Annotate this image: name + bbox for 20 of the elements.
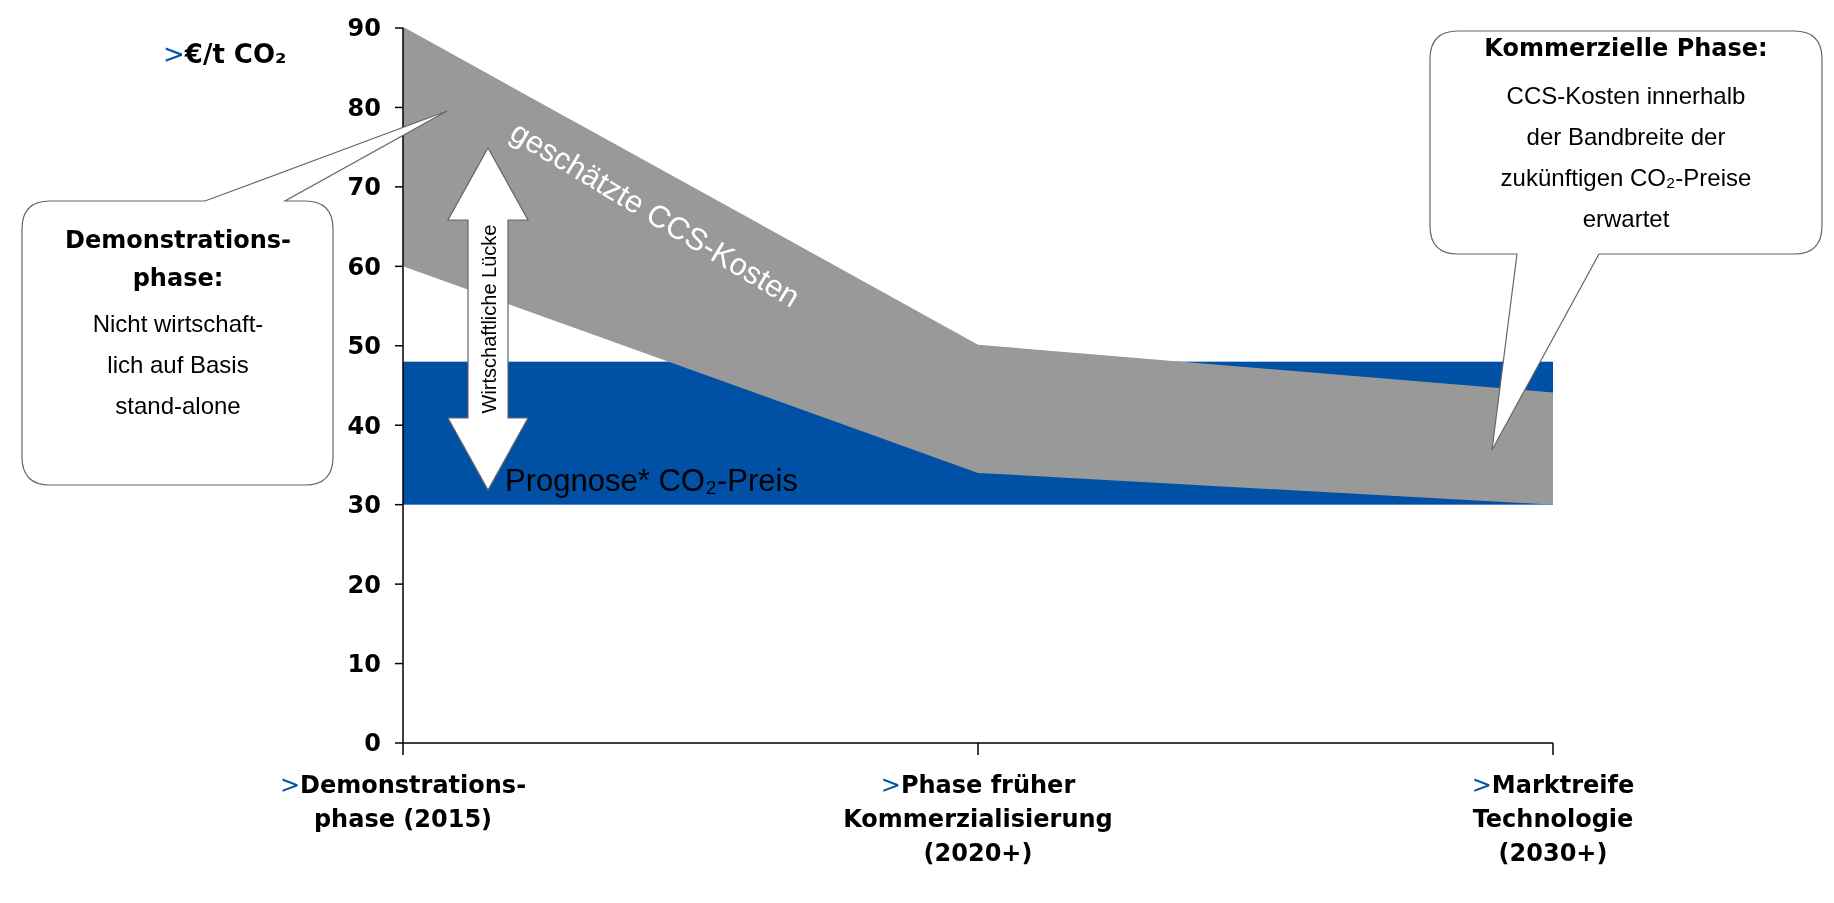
y-tick-label: 70 xyxy=(347,173,381,202)
y-tick-label: 90 xyxy=(347,14,381,43)
y-tick-label: 80 xyxy=(347,93,381,122)
y-axis-title: >€/t CO₂ xyxy=(163,39,287,69)
y-tick-label: 50 xyxy=(347,332,381,361)
x-tick-label: >Demonstrations- phase (2015) xyxy=(279,771,527,833)
annotation: Kommerzielle Phase: xyxy=(1484,34,1768,62)
annotation: Wirtschaftliche Lücke xyxy=(478,224,500,414)
text: Nicht wirtschaft- lich auf Basis stand-alone xyxy=(92,310,264,419)
x-tick-label: >Phase früher Kommerzialisierung (2020+) xyxy=(843,771,1113,867)
y-tick-label: 30 xyxy=(347,491,381,520)
text: Demonstrations- phase: xyxy=(64,226,292,292)
y-tick-label: 10 xyxy=(347,649,381,678)
annotation: CCS-Kosten innerhalb der Bandbreite der zukünftigen CO₂-Preise erwartet xyxy=(1500,82,1752,232)
x-tick-label: >Marktreife Technologie (2030+) xyxy=(1471,771,1635,867)
band-label: Prognose* CO₂-Preis xyxy=(505,462,798,498)
y-tick-label: 60 xyxy=(347,252,381,281)
y-tick-label: 0 xyxy=(364,729,381,758)
y-tick-label: 40 xyxy=(347,411,381,440)
y-tick-label: 20 xyxy=(347,570,381,599)
